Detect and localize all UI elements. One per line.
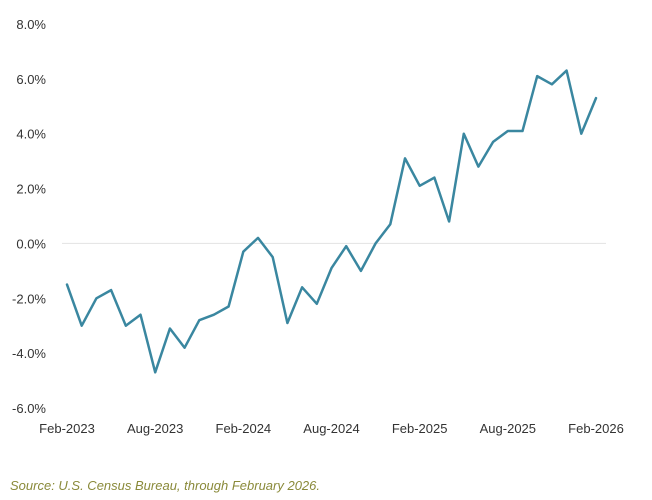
data-point (124, 324, 128, 328)
y-tick-label: 0.0% (16, 236, 46, 251)
data-point (109, 288, 113, 292)
data-point (491, 140, 495, 144)
data-point (168, 327, 172, 331)
data-point (535, 74, 539, 78)
x-axis: Feb-2023 Aug-2023 Feb-2024 Aug-2024 Feb-2025… (39, 421, 624, 436)
data-point (359, 269, 363, 273)
x-tick-label: Aug-2023 (127, 421, 183, 436)
data-point (94, 296, 98, 300)
data-point (65, 283, 69, 287)
data-point (565, 69, 569, 73)
data-point (256, 236, 260, 240)
y-tick-label: 6.0% (16, 72, 46, 87)
x-tick-label: Feb-2023 (39, 421, 95, 436)
data-point (344, 244, 348, 248)
data-point (579, 132, 583, 136)
data-point (271, 255, 275, 259)
x-tick-label: Aug-2024 (303, 421, 359, 436)
data-point (330, 266, 334, 270)
data-point (388, 222, 392, 226)
x-tick-label: Feb-2025 (392, 421, 448, 436)
data-point (300, 285, 304, 289)
data-point (153, 370, 157, 374)
x-tick-label: Feb-2024 (216, 421, 272, 436)
data-point (521, 129, 525, 133)
x-tick-label: Feb-2026 (568, 421, 624, 436)
data-point (432, 176, 436, 180)
x-tick-label: Aug-2025 (480, 421, 536, 436)
y-tick-label: -4.0% (12, 346, 46, 361)
data-point (285, 321, 289, 325)
series-group (65, 69, 598, 374)
data-point (476, 165, 480, 169)
data-point (241, 250, 245, 254)
y-tick-label: 4.0% (16, 127, 46, 142)
data-point (227, 305, 231, 309)
data-point (594, 96, 598, 100)
data-point (418, 184, 422, 188)
data-point (403, 156, 407, 160)
y-tick-label: 8.0% (16, 17, 46, 32)
y-tick-label: -6.0% (12, 401, 46, 416)
y-axis: 8.0% 6.0% 4.0% 2.0% 0.0% -2.0% -4.0% -6.0% (12, 17, 46, 416)
line-chart: 8.0% 6.0% 4.0% 2.0% 0.0% -2.0% -4.0% -6.0% Feb-… (12, 17, 624, 436)
data-point (139, 313, 143, 317)
series-line (65, 69, 598, 374)
source-note: Source: U.S. Census Bureau, through Febr… (10, 478, 321, 493)
data-point (315, 302, 319, 306)
data-point (506, 129, 510, 133)
y-tick-label: 2.0% (16, 182, 46, 197)
data-point (550, 82, 554, 86)
data-point (197, 318, 201, 322)
y-tick-label: -2.0% (12, 291, 46, 306)
data-point (183, 346, 187, 350)
data-point (374, 241, 378, 245)
data-point (80, 324, 84, 328)
data-point (462, 132, 466, 136)
data-point (447, 220, 451, 224)
data-point (212, 313, 216, 317)
